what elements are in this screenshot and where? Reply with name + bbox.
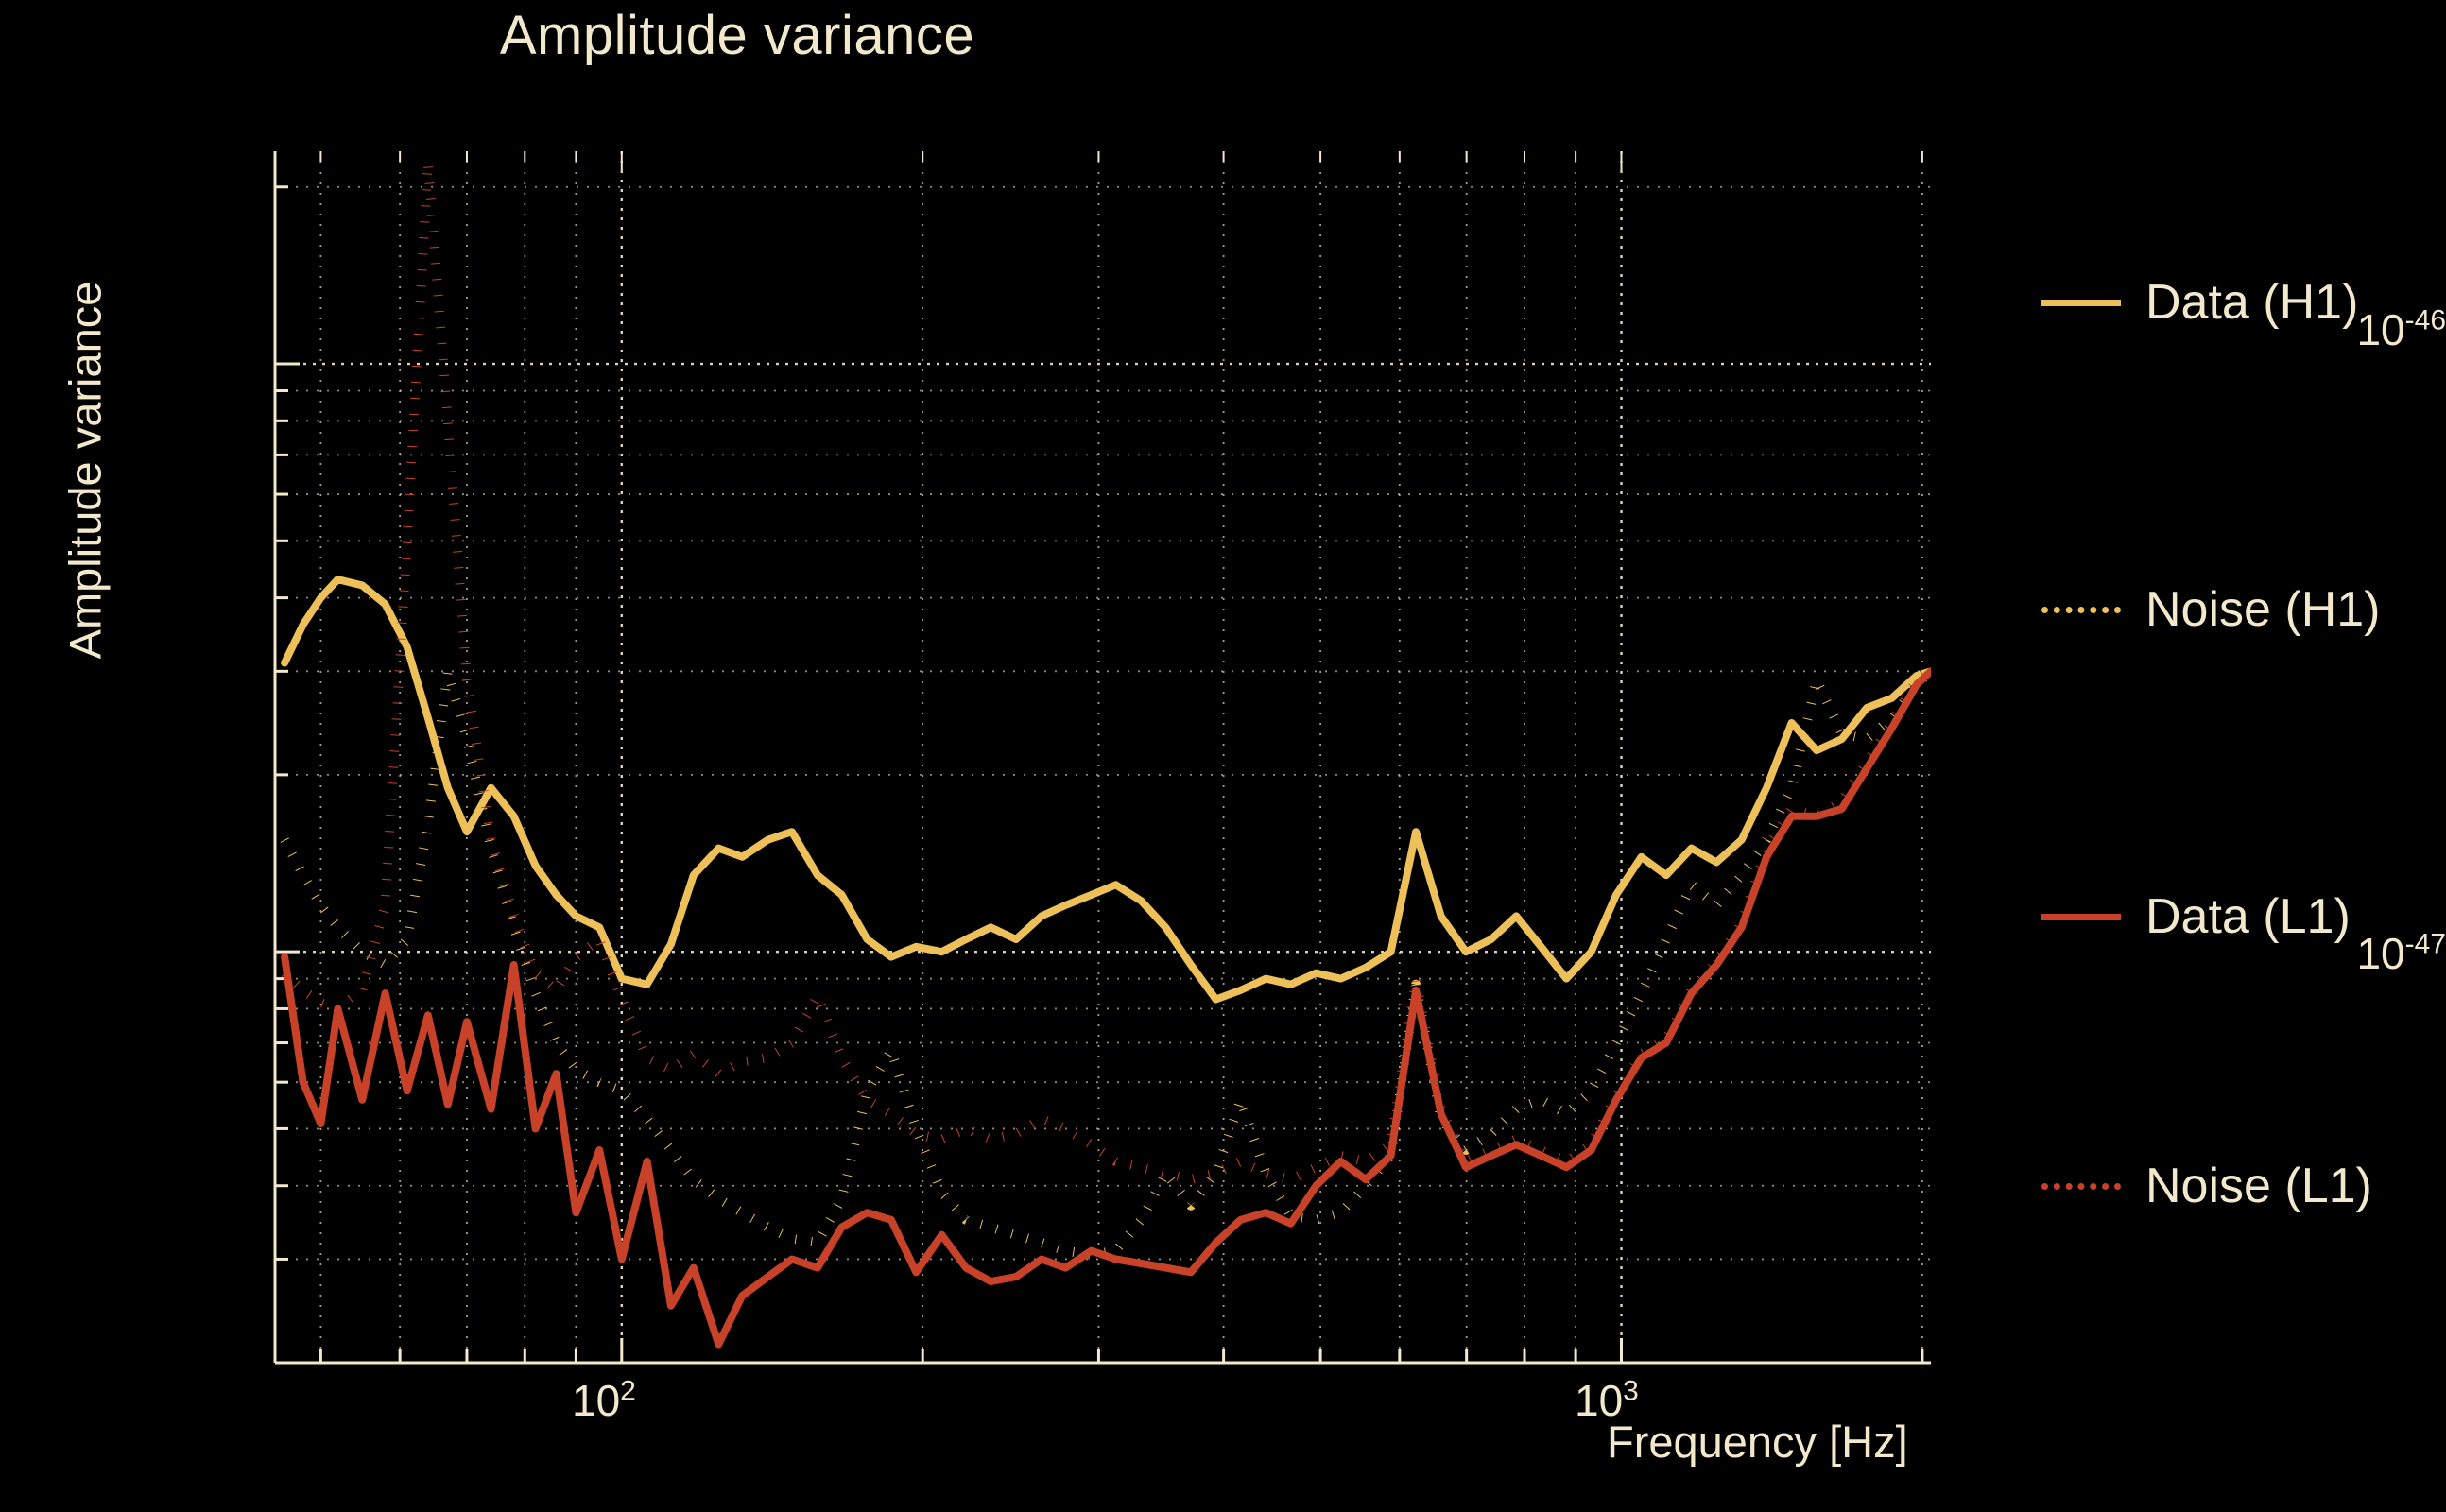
legend-entry-label: Noise (L1) (2145, 1159, 2372, 1213)
legend-dotted-line-icon (2041, 1182, 2121, 1190)
page-title: Amplitude variance (499, 5, 975, 66)
legend-entry-data-h1[interactable]: Data (H1) (2041, 274, 2358, 331)
y-tick-mantissa: 10 (2356, 929, 2405, 978)
legend-entry-noise-l1[interactable]: Noise (L1) (2041, 1158, 2372, 1214)
y-axis-tick-label: 10-46 (2191, 304, 2446, 355)
plot-frame (273, 151, 1931, 1365)
x-tick-exponent: 3 (1623, 1375, 1639, 1407)
legend-line-icon (2041, 913, 2121, 920)
x-tick-mantissa: 10 (1575, 1376, 1624, 1425)
x-tick-mantissa: 10 (572, 1376, 621, 1425)
legend-entry-data-l1[interactable]: Data (L1) (2041, 888, 2351, 945)
axis-ticks (275, 151, 1924, 1365)
y-tick-mantissa: 10 (2356, 305, 2405, 354)
data-series-group (280, 158, 1931, 1349)
y-tick-exponent: -46 (2404, 304, 2446, 336)
x-tick-exponent: 2 (620, 1375, 636, 1407)
legend-entry-label: Data (H1) (2145, 275, 2359, 330)
legend-line-icon (2041, 299, 2121, 306)
x-axis-label: Frequency [Hz] (1607, 1417, 1908, 1467)
legend-dotted-line-icon (2041, 606, 2121, 613)
legend-entry-noise-h1[interactable]: Noise (H1) (2041, 581, 2381, 638)
y-axis-tick-label: 10-47 (2191, 928, 2446, 979)
x-axis-tick-label: 102 (572, 1375, 636, 1426)
legend: Data (H1) Noise (H1) Data (L1) Noise (L1… (2041, 151, 2446, 1228)
y-tick-exponent: -47 (2404, 928, 2446, 960)
x-axis-tick-label: 103 (1575, 1375, 1639, 1426)
grid-lines (275, 151, 1931, 1364)
legend-entry-label: Noise (H1) (2145, 582, 2381, 637)
legend-entry-label: Data (L1) (2145, 889, 2351, 944)
